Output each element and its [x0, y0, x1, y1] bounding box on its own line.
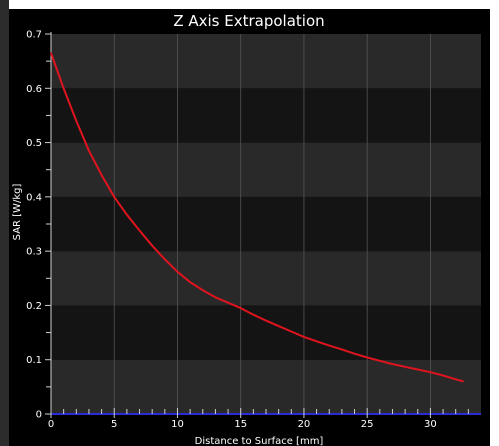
data-point: [138, 229, 141, 232]
data-point: [404, 366, 406, 368]
window-left-border: [0, 0, 9, 446]
data-point: [151, 245, 153, 247]
data-point: [164, 258, 166, 260]
y-tick-label: 0.7: [26, 30, 42, 41]
grid-lines: [113, 34, 431, 414]
data-point: [189, 281, 191, 283]
y-tick-label: 0.5: [26, 138, 42, 149]
data-point: [278, 325, 280, 327]
data-point: [315, 340, 318, 342]
data-point: [455, 378, 457, 380]
data-point: [126, 214, 128, 216]
data-point: [366, 356, 368, 359]
plot-band: [51, 305, 481, 360]
data-point: [379, 360, 381, 362]
plot-band: [51, 34, 481, 89]
tick-marks: [45, 33, 469, 418]
data-point: [214, 296, 217, 298]
y-tick-label: 0: [36, 410, 42, 421]
data-point: [303, 336, 305, 338]
data-series: [50, 52, 464, 383]
data-point: [252, 314, 254, 316]
x-tick-label: 0: [48, 419, 54, 430]
tick-labels: 0 0.1 0.2 0.3 0.4 0.5 0.6 0.7 0 5 10 15 20 25 30: [26, 30, 437, 431]
x-tick-label: 15: [234, 419, 247, 430]
y-axis-label: SAR [W/kg]: [12, 184, 23, 241]
series-line: [50, 52, 464, 383]
data-point: [176, 271, 179, 273]
data-point: [353, 353, 356, 355]
data-point: [50, 52, 52, 54]
x-tick-label: 5: [111, 419, 117, 430]
data-point: [100, 174, 103, 176]
data-point: [341, 348, 343, 350]
data-point: [328, 345, 330, 347]
y-tick-label: 0.2: [26, 301, 42, 312]
data-point: [417, 368, 419, 371]
plot-band: [51, 251, 481, 306]
x-tick-label: 10: [171, 419, 184, 430]
data-point: [240, 307, 242, 309]
y-tick-label: 0.3: [26, 247, 42, 258]
chart-svg: 0 0.1 0.2 0.3 0.4 0.5 0.6 0.7 0 5 10 15 20 25 30 Z Axi…: [12, 12, 481, 446]
data-point: [265, 320, 267, 322]
data-point: [391, 363, 394, 365]
plot-band: [51, 142, 481, 197]
data-point: [429, 371, 432, 373]
x-axis-label: Distance to Surface [mm]: [195, 436, 324, 446]
y-tick-label: 0.1: [26, 355, 42, 366]
x-tick-label: 20: [298, 419, 311, 430]
chart-title: Z Axis Extrapolation: [173, 12, 324, 30]
data-point: [227, 302, 229, 304]
x-tick-label: 25: [361, 419, 374, 430]
plot-band: [51, 196, 481, 252]
data-point: [202, 289, 204, 291]
plot-band: [51, 359, 481, 414]
x-tick-label: 30: [424, 419, 437, 430]
data-point: [88, 150, 90, 152]
data-point: [462, 380, 464, 383]
data-point: [290, 330, 292, 333]
plot-band: [51, 88, 481, 143]
data-point: [113, 196, 115, 198]
y-tick-label: 0.6: [26, 84, 42, 95]
data-point: [442, 374, 444, 377]
y-tick-label: 0.4: [26, 192, 42, 203]
data-point: [63, 87, 65, 89]
chart-panel: 0 0.1 0.2 0.3 0.4 0.5 0.6 0.7 0 5 10 15 20 25 30 Z Axi…: [9, 9, 490, 446]
plot-background-bands: [51, 34, 481, 414]
data-point: [75, 120, 77, 122]
